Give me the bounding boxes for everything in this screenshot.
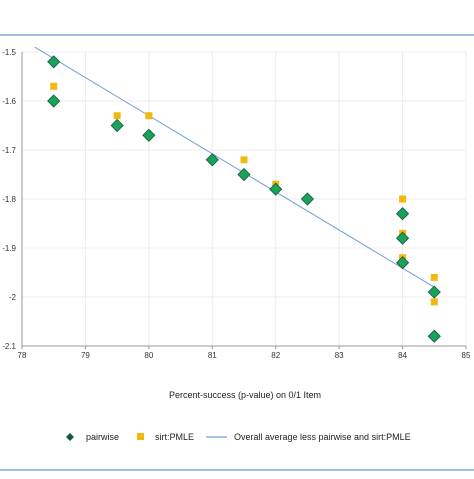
data-point-pairwise: [396, 256, 410, 270]
data-point-pairwise: [205, 153, 219, 167]
x-tick-label: 79: [81, 351, 90, 360]
data-point-pairwise: [47, 55, 61, 69]
data-point-sirt-pmle: [113, 112, 121, 120]
x-tick-label: 81: [208, 351, 217, 360]
y-tick-label: -1.9: [2, 244, 16, 253]
y-tick-label: -1.5: [2, 48, 16, 57]
legend-marker-sirt-pmle: [137, 433, 144, 440]
data-point-pairwise: [427, 285, 441, 299]
data-point-pairwise: [237, 167, 251, 182]
x-tick-label: 85: [462, 351, 471, 360]
x-tick-label: 80: [144, 351, 153, 360]
tick-labels: 78 79 80 81 82 83 84 85 -1.5 -1.6 -1.7 -1.8 -1.9 -2 -2…: [2, 48, 471, 360]
legend-label-overall-average: Overall average less pairwise and sirt:P…: [234, 432, 411, 442]
series-line-overall-average: [34, 46, 435, 288]
legend-label-pairwise: pairwise: [86, 432, 119, 442]
data-point-sirt-pmle: [399, 195, 407, 203]
y-tick-label: -1.8: [2, 195, 16, 204]
legend-label-sirt-pmle: sirt:PMLE: [155, 432, 194, 442]
data-point-pairwise: [396, 231, 410, 245]
x-tick-label: 84: [398, 351, 407, 360]
legend-item-sirt-pmle: sirt:PMLE: [137, 432, 194, 442]
data-point-sirt-pmle: [145, 112, 153, 120]
axes: [21, 52, 467, 349]
x-tick-label: 83: [335, 351, 344, 360]
data-point-pairwise: [300, 192, 314, 206]
y-tick-label: -2.1: [2, 342, 16, 351]
x-tick-label: 82: [271, 351, 280, 360]
data-point-pairwise: [396, 207, 410, 221]
x-axis-label: Percent-success (p-value) on 0/1 Item: [169, 390, 321, 400]
y-tick-label: -1.7: [2, 146, 16, 155]
legend-marker-pairwise: [66, 433, 74, 441]
legend-item-overall-average: Overall average less pairwise and sirt:P…: [206, 432, 411, 442]
data-point-sirt-pmle: [430, 273, 438, 281]
legend-item-pairwise: pairwise: [66, 432, 119, 442]
data-point-pairwise: [142, 128, 156, 142]
x-tick-label: 78: [18, 351, 27, 360]
data-point-pairwise: [269, 182, 283, 196]
y-tick-label: -2: [9, 293, 17, 302]
data-point-sirt-pmle: [240, 156, 248, 164]
y-tick-label: -1.6: [2, 97, 16, 106]
legend: pairwise sirt:PMLE Overall average less …: [66, 432, 411, 442]
data-point-sirt-pmle: [50, 82, 58, 90]
data-point-pairwise: [110, 118, 124, 133]
data-point-pairwise: [47, 94, 61, 108]
data-marks: [34, 46, 441, 343]
data-point-pairwise: [427, 329, 441, 343]
data-point-sirt-pmle: [430, 298, 438, 306]
